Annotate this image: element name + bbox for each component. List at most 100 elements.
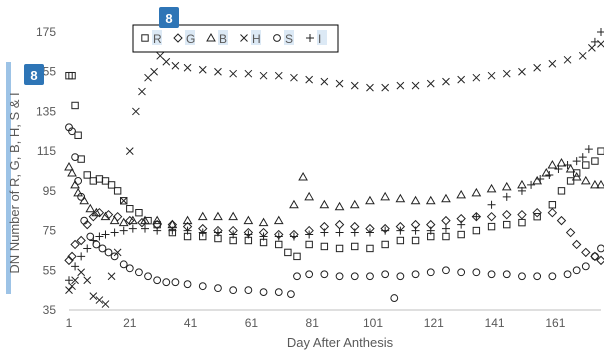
point-g xyxy=(137,217,147,228)
legend-marker-s xyxy=(273,34,281,42)
legend-label-r: R xyxy=(153,32,162,46)
point-s xyxy=(244,286,253,295)
point-b xyxy=(580,175,591,185)
point-s xyxy=(563,270,572,279)
point-s xyxy=(293,272,301,281)
point-b xyxy=(228,211,239,221)
legend-label-highlight xyxy=(218,30,228,45)
point-s xyxy=(74,177,83,185)
point-s xyxy=(92,240,101,249)
point-b xyxy=(304,191,315,201)
point-b xyxy=(380,191,391,201)
point-i xyxy=(101,230,110,239)
legend-label-highlight xyxy=(317,30,327,45)
point-h xyxy=(138,87,146,96)
point-g xyxy=(112,211,123,222)
point-b xyxy=(127,215,138,225)
point-b xyxy=(425,195,436,205)
x-tick-label: 121 xyxy=(424,316,444,330)
point-r xyxy=(284,248,292,257)
point-b xyxy=(565,164,576,173)
point-r xyxy=(113,187,122,195)
axis-badge-text: 8 xyxy=(30,68,37,83)
legend-label-highlight xyxy=(284,30,294,45)
point-h xyxy=(198,65,207,74)
point-r xyxy=(597,147,604,155)
point-g xyxy=(486,211,497,222)
legend-label-i: I xyxy=(318,32,321,46)
axis-badge-shape xyxy=(24,64,44,85)
point-s xyxy=(135,268,143,277)
point-s xyxy=(487,270,496,279)
point-h xyxy=(457,75,466,84)
point-b xyxy=(298,171,308,181)
y-axis-title: DN Number of R, G, B, H, S & I xyxy=(7,92,22,273)
point-b xyxy=(67,167,77,177)
point-i xyxy=(597,28,604,36)
point-b xyxy=(517,179,527,189)
point-b xyxy=(590,179,600,189)
point-i xyxy=(457,220,466,229)
point-r xyxy=(351,242,359,251)
point-h xyxy=(487,71,496,80)
point-h xyxy=(162,57,171,66)
point-b xyxy=(501,181,512,191)
point-s xyxy=(86,232,95,241)
point-i xyxy=(274,232,283,241)
point-i xyxy=(95,232,104,241)
point-h xyxy=(426,79,435,88)
point-s xyxy=(335,272,344,281)
point-g xyxy=(441,215,451,226)
y-tick-label: 95 xyxy=(43,184,57,198)
point-r xyxy=(275,240,283,249)
point-b xyxy=(410,195,421,205)
y-tick-label: 55 xyxy=(43,263,57,277)
y-tick-label: 75 xyxy=(43,224,57,238)
point-h xyxy=(305,75,314,84)
point-r xyxy=(487,222,496,231)
legend-label-highlight xyxy=(152,30,162,45)
point-s xyxy=(366,272,374,281)
point-s xyxy=(533,272,542,281)
point-i xyxy=(590,37,599,46)
point-i xyxy=(502,192,511,201)
y-tick-label: 35 xyxy=(43,303,57,317)
point-i xyxy=(305,230,314,239)
point-g xyxy=(67,251,77,262)
point-h xyxy=(68,282,76,291)
point-h xyxy=(89,292,98,300)
point-i xyxy=(536,174,545,183)
legend-marker-h xyxy=(240,34,248,42)
x-tick-label: 101 xyxy=(363,316,383,330)
point-s xyxy=(259,288,268,297)
point-r xyxy=(89,177,98,185)
point-b xyxy=(596,179,604,189)
point-i xyxy=(350,228,359,237)
point-s xyxy=(502,270,511,279)
point-s xyxy=(162,278,171,287)
x-axis-ticks: 1 21 41 61 81 101 121 141 161 xyxy=(66,316,566,330)
point-g xyxy=(94,207,105,218)
point-h xyxy=(274,71,283,80)
point-r xyxy=(582,161,590,169)
point-s xyxy=(381,270,390,279)
point-b xyxy=(152,215,163,225)
point-i xyxy=(396,226,405,235)
point-r xyxy=(320,242,329,251)
point-i xyxy=(119,226,128,235)
point-r xyxy=(591,157,599,165)
point-g xyxy=(556,215,567,226)
point-r xyxy=(396,236,405,245)
x-tick-label: 41 xyxy=(184,316,198,330)
point-g xyxy=(581,247,591,258)
point-h xyxy=(113,248,122,257)
point-h xyxy=(366,83,374,92)
point-i xyxy=(168,226,177,235)
point-h xyxy=(132,107,140,116)
point-s xyxy=(426,268,435,277)
point-s xyxy=(457,268,466,277)
point-h xyxy=(65,286,73,294)
point-g xyxy=(547,207,558,218)
